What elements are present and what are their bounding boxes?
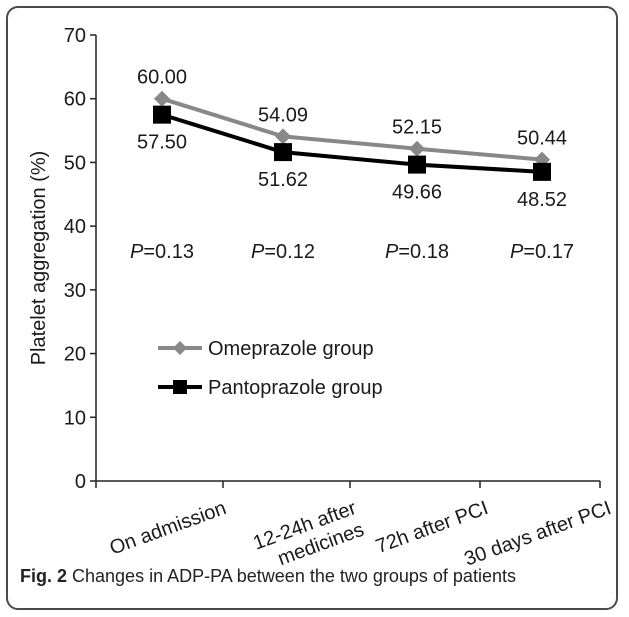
data-point-omeprazole	[275, 128, 291, 145]
data-label-pantoprazole: 49.66	[392, 182, 442, 204]
data-point-pantoprazole	[533, 162, 551, 181]
series-line-omeprazole	[161, 96, 543, 162]
legend-label-pantoprazole: Pantoprazole group	[208, 377, 383, 399]
y-tick-label: 60	[64, 89, 86, 111]
data-point-pantoprazole	[153, 105, 171, 124]
p-value-annotation: P=0.17	[510, 241, 574, 263]
series-line-pantoprazole	[161, 112, 543, 174]
data-point-pantoprazole	[408, 155, 426, 174]
y-tick-label: 0	[75, 471, 86, 493]
data-label-pantoprazole: 51.62	[258, 169, 308, 191]
data-point-pantoprazole	[274, 143, 292, 162]
data-label-pantoprazole: 48.52	[517, 189, 567, 211]
y-tick-label: 50	[64, 152, 86, 174]
x-tick-label: On admission	[107, 497, 229, 559]
y-tick-label: 70	[64, 25, 86, 47]
data-point-omeprazole	[409, 140, 425, 157]
data-label-omeprazole: 50.44	[517, 128, 567, 150]
y-tick-label: 10	[64, 407, 86, 429]
figure-caption: Fig. 2 Changes in ADP-PA between the two…	[20, 566, 516, 587]
legend-label-omeprazole: Omeprazole group	[208, 338, 374, 360]
p-value-annotation: P=0.13	[130, 241, 194, 263]
y-tick-label: 40	[64, 216, 86, 238]
y-tick-label: 20	[64, 344, 86, 366]
y-tick-label: 30	[64, 280, 86, 302]
y-axis-label: Platelet aggregation (%)	[28, 151, 50, 366]
legend-marker-pantoprazole	[173, 380, 187, 394]
legend-marker-omeprazole	[173, 341, 187, 355]
data-label-omeprazole: 54.09	[258, 104, 308, 126]
data-label-omeprazole: 60.00	[137, 67, 187, 89]
caption-label: Fig. 2	[20, 566, 68, 586]
data-label-pantoprazole: 57.50	[137, 132, 187, 154]
p-value-annotation: P=0.12	[251, 241, 315, 263]
caption-text: Changes in ADP-PA between the two groups…	[67, 566, 516, 586]
figure-frame	[6, 6, 618, 610]
p-value-annotation: P=0.18	[385, 241, 449, 263]
x-tick-label: 12-24h aftermedicines	[250, 497, 367, 576]
data-label-omeprazole: 52.15	[392, 117, 442, 139]
data-point-omeprazole	[154, 90, 170, 107]
